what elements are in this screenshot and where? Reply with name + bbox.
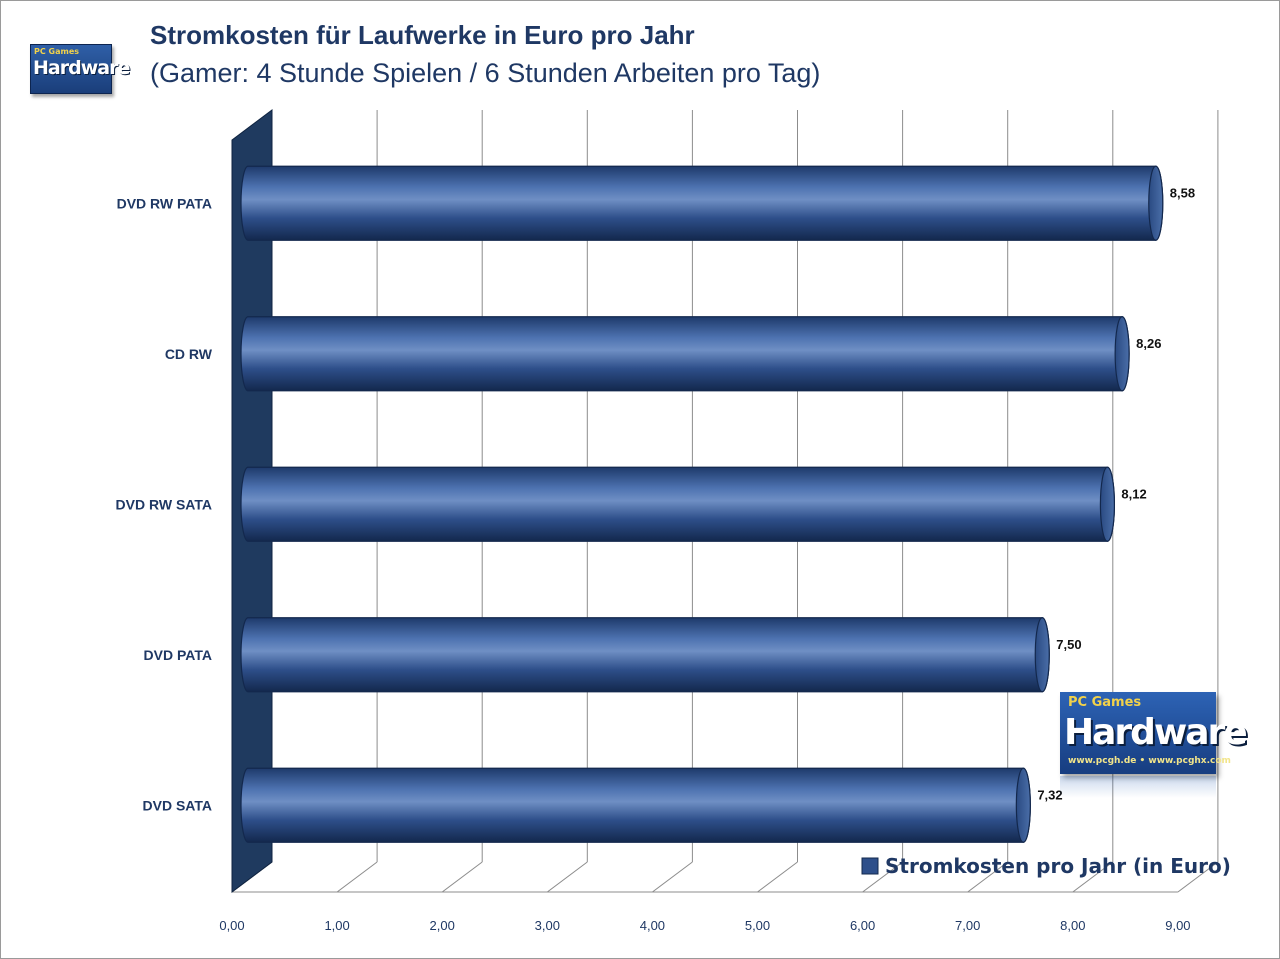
category-label: DVD RW PATA	[117, 195, 212, 211]
category-label: CD RW	[165, 346, 213, 362]
bar	[240, 165, 1164, 241]
x-tick-label: 2,00	[430, 918, 455, 933]
value-label: 7,32	[1037, 787, 1062, 802]
pcgh-logo-small: PC Games Hardware	[30, 44, 130, 94]
bar-body	[240, 316, 1130, 392]
gridline-floor	[652, 861, 693, 893]
gridline-floor	[1072, 861, 1114, 893]
x-tick-label: 7,00	[955, 918, 980, 933]
bar	[240, 466, 1116, 542]
bar-cap	[1015, 767, 1031, 843]
bar-body	[240, 617, 1050, 693]
logo-tag: PC Games	[1068, 695, 1142, 710]
bar-cap	[1099, 466, 1116, 542]
chart-title: Stromkosten für Laufwerke in Euro pro Ja…	[150, 20, 695, 50]
logo-word: Hardware	[33, 57, 130, 79]
bar-cap	[1114, 316, 1130, 392]
legend-label: Stromkosten pro Jahr (in Euro)	[885, 854, 1231, 878]
bar-body	[240, 165, 1164, 241]
value-label: 8,58	[1170, 185, 1195, 200]
bar-body	[240, 466, 1115, 542]
gridline-floor	[757, 861, 798, 893]
category-label: DVD SATA	[143, 797, 212, 813]
gridline-floor	[967, 861, 1009, 893]
bar-cap	[1034, 617, 1050, 693]
category-label: DVD RW SATA	[116, 496, 212, 512]
value-label: 8,12	[1121, 486, 1146, 501]
gridline-floor	[441, 861, 483, 893]
bar	[240, 767, 1031, 843]
gridline-floor	[1177, 861, 1219, 893]
x-tick-label: 1,00	[324, 918, 349, 933]
x-tick-label: 4,00	[640, 918, 665, 933]
logo-tag: PC Games	[34, 47, 80, 56]
value-label: 8,26	[1136, 336, 1161, 351]
bar	[240, 316, 1130, 392]
gridline-floor	[862, 861, 903, 893]
value-label: 7,50	[1056, 637, 1081, 652]
category-label: DVD PATA	[144, 647, 212, 663]
x-tick-label: 9,00	[1165, 918, 1190, 933]
legend-swatch	[861, 857, 879, 875]
x-tick-label: 6,00	[850, 918, 875, 933]
chart-subtitle: (Gamer: 4 Stunde Spielen / 6 Stunden Arb…	[150, 58, 821, 88]
gridline-floor	[546, 861, 588, 893]
logo-reflection	[1060, 776, 1216, 798]
bar-body	[240, 767, 1031, 843]
gridline-floor	[336, 861, 378, 893]
x-tick-label: 0,00	[219, 918, 244, 933]
bar	[240, 617, 1050, 693]
pcgh-logo-large: PC Games Hardware www.pcgh.de • www.pcgh…	[1060, 692, 1248, 774]
legend: Stromkosten pro Jahr (in Euro)	[861, 854, 1231, 878]
x-tick-label: 8,00	[1060, 918, 1085, 933]
logo-url: www.pcgh.de • www.pcghx.com	[1068, 756, 1231, 766]
x-tick-label: 5,00	[745, 918, 770, 933]
logo-word: Hardware	[1064, 712, 1248, 753]
x-tick-label: 3,00	[535, 918, 560, 933]
bar-cap	[1148, 165, 1164, 241]
